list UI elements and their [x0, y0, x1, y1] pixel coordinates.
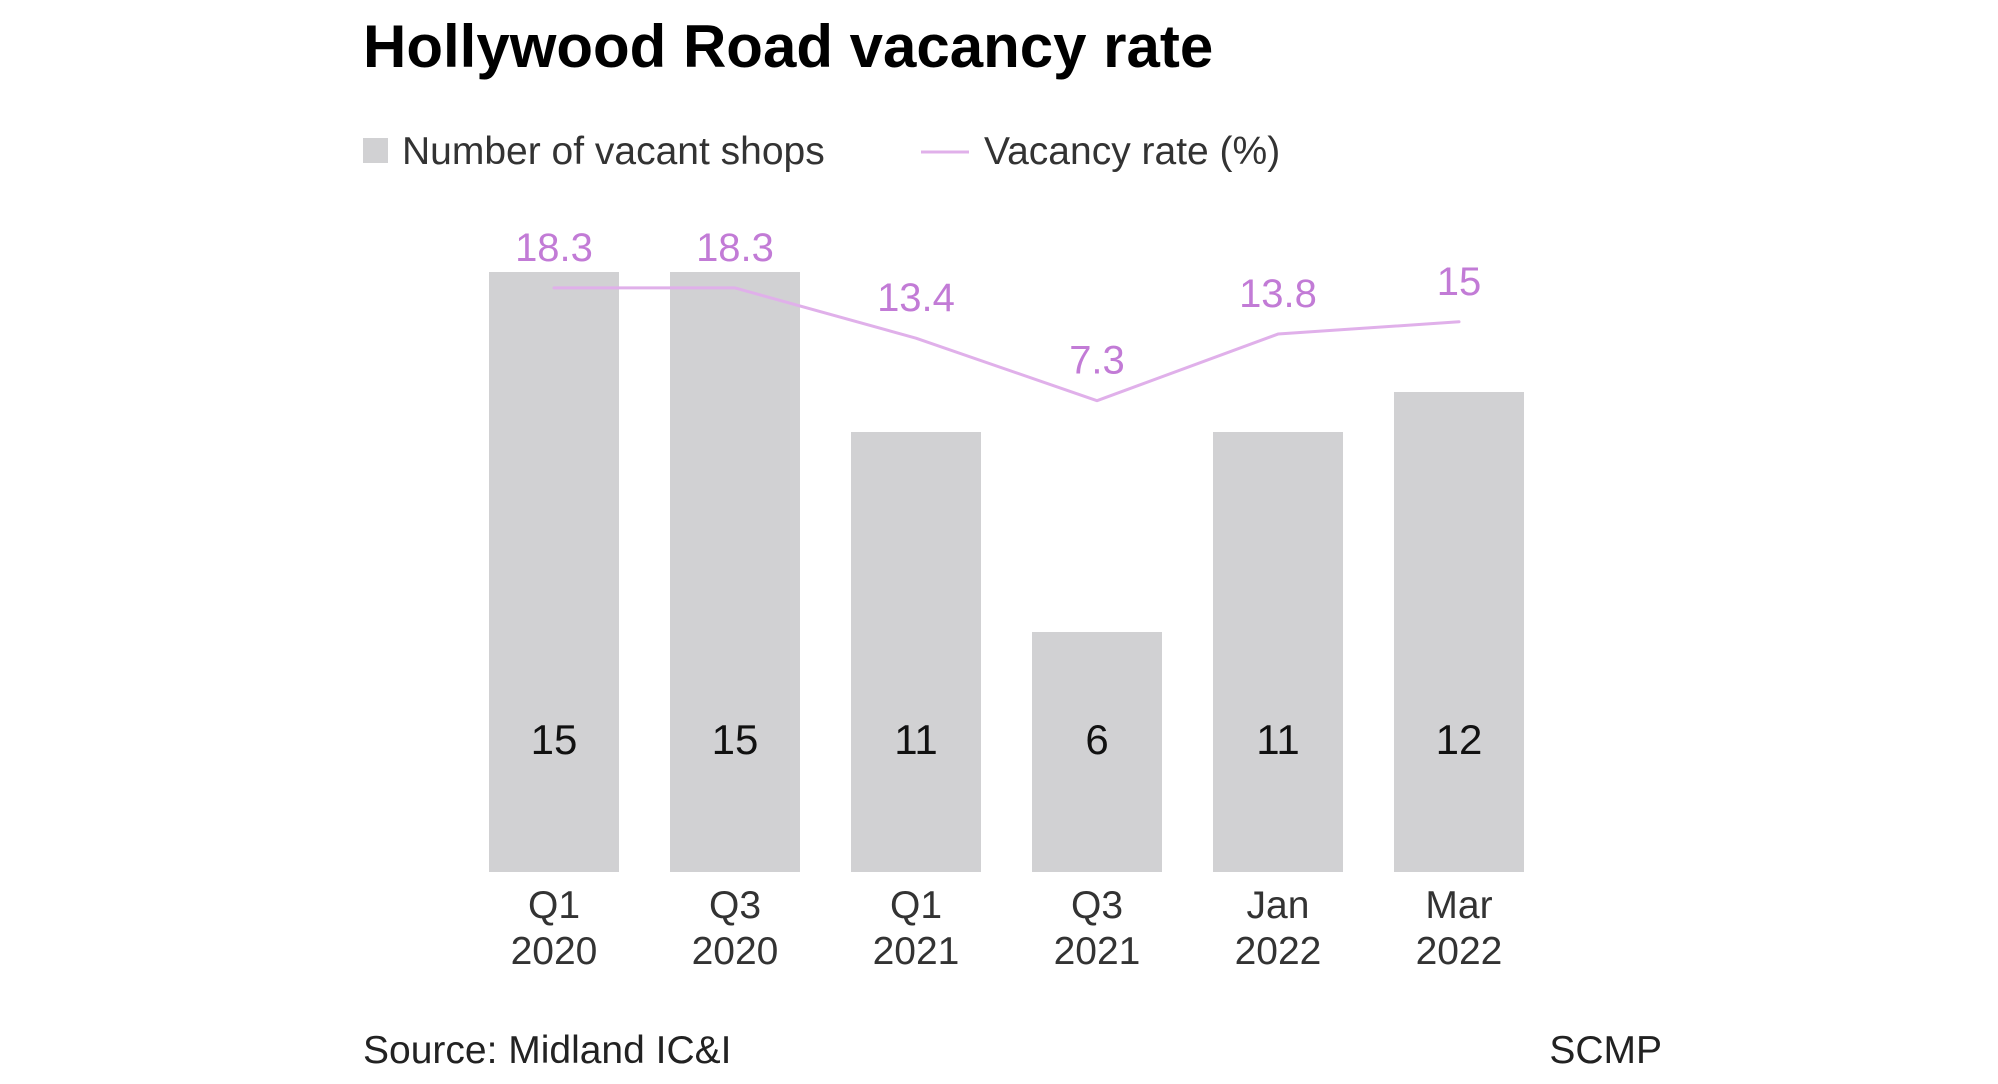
bar — [489, 272, 619, 872]
bar — [1394, 392, 1524, 872]
bar-value-label: 6 — [1085, 716, 1108, 763]
line-value-label: 13.8 — [1239, 272, 1317, 316]
bar — [1213, 432, 1343, 872]
x-tick-label: Mar — [1425, 884, 1492, 927]
x-tick-label: 2022 — [1235, 930, 1322, 973]
labels-layer: 1518.3Q120201518.3Q320201113.4Q1202167.3… — [511, 226, 1503, 973]
bar — [851, 432, 981, 872]
x-tick-label: 2020 — [511, 930, 598, 973]
x-tick-label: Q3 — [1071, 884, 1123, 927]
chart-title: Hollywood Road vacancy rate — [363, 13, 1213, 80]
bar-value-label: 15 — [531, 716, 578, 763]
x-tick-label: 2021 — [873, 930, 960, 973]
legend-label-bars: Number of vacant shops — [402, 130, 825, 173]
legend-label-line: Vacancy rate (%) — [984, 130, 1280, 173]
source-note: Source: Midland IC&I — [363, 1029, 732, 1072]
bar-value-label: 12 — [1436, 716, 1483, 763]
line-value-label: 13.4 — [877, 276, 955, 320]
bar-value-label: 11 — [894, 716, 938, 763]
x-tick-label: Q1 — [890, 884, 942, 927]
line-layer — [552, 286, 1461, 403]
bar-value-label: 11 — [1256, 716, 1300, 763]
bar — [1032, 632, 1162, 872]
x-tick-label: 2021 — [1054, 930, 1141, 973]
line-value-label: 7.3 — [1069, 339, 1125, 383]
vacancy-rate-line — [552, 286, 1461, 403]
legend-swatch-bars — [363, 138, 388, 163]
bar — [670, 272, 800, 872]
line-value-label: 18.3 — [515, 226, 593, 270]
x-tick-label: 2022 — [1416, 930, 1503, 973]
x-tick-label: Q3 — [709, 884, 761, 927]
line-value-label: 15 — [1437, 260, 1482, 304]
legend: Number of vacant shops Vacancy rate (%) — [363, 130, 1280, 173]
x-tick-label: 2020 — [692, 930, 779, 973]
x-tick-label: Jan — [1247, 884, 1310, 927]
bar-value-label: 15 — [712, 716, 759, 763]
x-tick-label: Q1 — [528, 884, 580, 927]
bars-layer — [489, 272, 1524, 872]
line-value-label: 18.3 — [696, 226, 774, 270]
credit: SCMP — [1549, 1029, 1662, 1072]
